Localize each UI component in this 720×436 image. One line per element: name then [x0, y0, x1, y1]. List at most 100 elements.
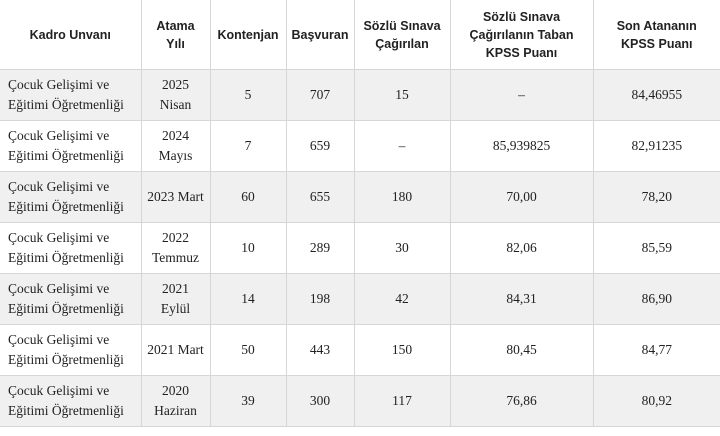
- table-row: Çocuk Gelişimi ve Eğitimi Öğretmenliği 202…: [0, 120, 720, 172]
- cell-kadro-unvani: Çocuk Gelişimi ve Eğitimi Öğretmenliği: [0, 324, 142, 376]
- table-row: Çocuk Gelişimi ve Eğitimi Öğretmenliği 202…: [0, 171, 720, 223]
- cell-taban-kpss: 82,06: [450, 222, 594, 274]
- cell-basvuran: 300: [286, 375, 355, 427]
- cell-sozlu-cagirilan: 15: [354, 69, 451, 121]
- cell-line: 2023 Mart: [147, 189, 204, 204]
- cell-basvuran: 198: [286, 273, 355, 325]
- header-atama-yili: Atama Yılı: [141, 0, 211, 70]
- cell-sozlu-cagirilan: –: [354, 120, 451, 172]
- header-basvuran: Başvuran: [286, 0, 355, 70]
- header-taban-kpss: Sözlü Sınava Çağırılanın Taban KPSS Puan…: [450, 0, 594, 70]
- cell-taban-kpss: 84,31: [450, 273, 594, 325]
- cell-line: Nisan: [159, 97, 192, 112]
- cell-line: 2021: [162, 281, 189, 296]
- cell-atama-yili: 2023 Mart: [141, 171, 211, 223]
- cell-basvuran: 655: [286, 171, 355, 223]
- cell-basvuran: 659: [286, 120, 355, 172]
- header-line: Atama: [156, 18, 195, 33]
- cell-kontenjan: 10: [210, 222, 287, 274]
- header-line: Çağırılan: [375, 36, 429, 51]
- cell-line: Haziran: [154, 403, 197, 418]
- cell-kadro-unvani: Çocuk Gelişimi ve Eğitimi Öğretmenliği: [0, 375, 142, 427]
- table-row: Çocuk Gelişimi ve Eğitimi Öğretmenliği 202…: [0, 222, 720, 274]
- cell-sozlu-cagirilan: 42: [354, 273, 451, 325]
- cell-line: Çocuk Gelişimi ve: [8, 383, 110, 398]
- cell-kadro-unvani: Çocuk Gelişimi ve Eğitimi Öğretmenliği: [0, 120, 142, 172]
- header-row: Kadro Unvanı Atama Yılı Kontenjan Başvur…: [0, 0, 720, 70]
- cell-taban-kpss: 70,00: [450, 171, 594, 223]
- cell-line: Çocuk Gelişimi ve: [8, 77, 110, 92]
- cell-line: Eylül: [160, 301, 191, 316]
- cell-taban-kpss: 80,45: [450, 324, 594, 376]
- appointment-table: Kadro Unvanı Atama Yılı Kontenjan Başvur…: [0, 0, 720, 427]
- cell-kontenjan: 60: [210, 171, 287, 223]
- header-line: Kontenjan: [217, 27, 279, 42]
- cell-sozlu-cagirilan: 150: [354, 324, 451, 376]
- header-son-atanan-kpss: Son Atananın KPSS Puanı: [593, 0, 720, 70]
- cell-atama-yili: 2021 Mart: [141, 324, 211, 376]
- table-row: Çocuk Gelişimi ve Eğitimi Öğretmenliği 202…: [0, 375, 720, 427]
- header-line: Kadro Unvanı: [29, 27, 111, 42]
- cell-kadro-unvani: Çocuk Gelişimi ve Eğitimi Öğretmenliği: [0, 69, 142, 121]
- cell-taban-kpss: 76,86: [450, 375, 594, 427]
- cell-line: Çocuk Gelişimi ve: [8, 230, 110, 245]
- cell-kontenjan: 50: [210, 324, 287, 376]
- cell-atama-yili: 2025 Nisan: [141, 69, 211, 121]
- header-line: Sözlü Sınava: [363, 18, 441, 33]
- cell-line: Eğitimi Öğretmenliği: [8, 97, 124, 112]
- cell-line: Çocuk Gelişimi ve: [8, 179, 110, 194]
- header-line: KPSS Puanı: [485, 45, 558, 60]
- header-line: Yılı: [166, 36, 185, 51]
- cell-taban-kpss: –: [450, 69, 594, 121]
- cell-line: 2024: [162, 128, 189, 143]
- cell-sozlu-cagirilan: 30: [354, 222, 451, 274]
- cell-son-atanan-kpss: 84,77: [593, 324, 720, 376]
- cell-line: 2022: [162, 230, 189, 245]
- cell-son-atanan-kpss: 82,91235: [593, 120, 720, 172]
- cell-son-atanan-kpss: 86,90: [593, 273, 720, 325]
- cell-basvuran: 707: [286, 69, 355, 121]
- cell-line: Çocuk Gelişimi ve: [8, 128, 110, 143]
- cell-line: 2025: [162, 77, 189, 92]
- header-line: Sözlü Sınava: [482, 9, 561, 24]
- cell-basvuran: 443: [286, 324, 355, 376]
- cell-line: Temmuz: [151, 250, 200, 265]
- cell-atama-yili: 2020 Haziran: [141, 375, 211, 427]
- cell-line: Eğitimi Öğretmenliği: [8, 301, 124, 316]
- cell-son-atanan-kpss: 84,46955: [593, 69, 720, 121]
- cell-line: Eğitimi Öğretmenliği: [8, 352, 124, 367]
- cell-line: Eğitimi Öğretmenliği: [8, 403, 124, 418]
- cell-line: 2020: [162, 383, 189, 398]
- header-line: KPSS Puanı: [620, 36, 693, 51]
- header-line: Çağırılanın Taban: [469, 27, 574, 42]
- cell-atama-yili: 2022 Temmuz: [141, 222, 211, 274]
- cell-son-atanan-kpss: 80,92: [593, 375, 720, 427]
- cell-sozlu-cagirilan: 180: [354, 171, 451, 223]
- cell-sozlu-cagirilan: 117: [354, 375, 451, 427]
- table-body: Çocuk Gelişimi ve Eğitimi Öğretmenliği 202…: [0, 69, 720, 427]
- cell-kontenjan: 39: [210, 375, 287, 427]
- cell-kadro-unvani: Çocuk Gelişimi ve Eğitimi Öğretmenliği: [0, 273, 142, 325]
- cell-line: Çocuk Gelişimi ve: [8, 332, 110, 347]
- cell-taban-kpss: 85,939825: [450, 120, 594, 172]
- cell-line: Çocuk Gelişimi ve: [8, 281, 110, 296]
- cell-line: 2021 Mart: [147, 342, 204, 357]
- header-sozlu-cagirilan: Sözlü Sınava Çağırılan: [354, 0, 451, 70]
- cell-atama-yili: 2021 Eylül: [141, 273, 211, 325]
- header-line: Son Atananın: [616, 18, 697, 33]
- cell-kadro-unvani: Çocuk Gelişimi ve Eğitimi Öğretmenliği: [0, 171, 142, 223]
- cell-kadro-unvani: Çocuk Gelişimi ve Eğitimi Öğretmenliği: [0, 222, 142, 274]
- cell-kontenjan: 5: [210, 69, 287, 121]
- cell-kontenjan: 7: [210, 120, 287, 172]
- cell-son-atanan-kpss: 78,20: [593, 171, 720, 223]
- cell-kontenjan: 14: [210, 273, 287, 325]
- header-kadro-unvani: Kadro Unvanı: [0, 0, 142, 70]
- cell-line: Eğitimi Öğretmenliği: [8, 148, 124, 163]
- cell-son-atanan-kpss: 85,59: [593, 222, 720, 274]
- cell-line: Mayıs: [158, 148, 193, 163]
- header-kontenjan: Kontenjan: [210, 0, 287, 70]
- table-row: Çocuk Gelişimi ve Eğitimi Öğretmenliği 202…: [0, 324, 720, 376]
- cell-basvuran: 289: [286, 222, 355, 274]
- table-row: Çocuk Gelişimi ve Eğitimi Öğretmenliği 202…: [0, 69, 720, 121]
- table-row: Çocuk Gelişimi ve Eğitimi Öğretmenliği 202…: [0, 273, 720, 325]
